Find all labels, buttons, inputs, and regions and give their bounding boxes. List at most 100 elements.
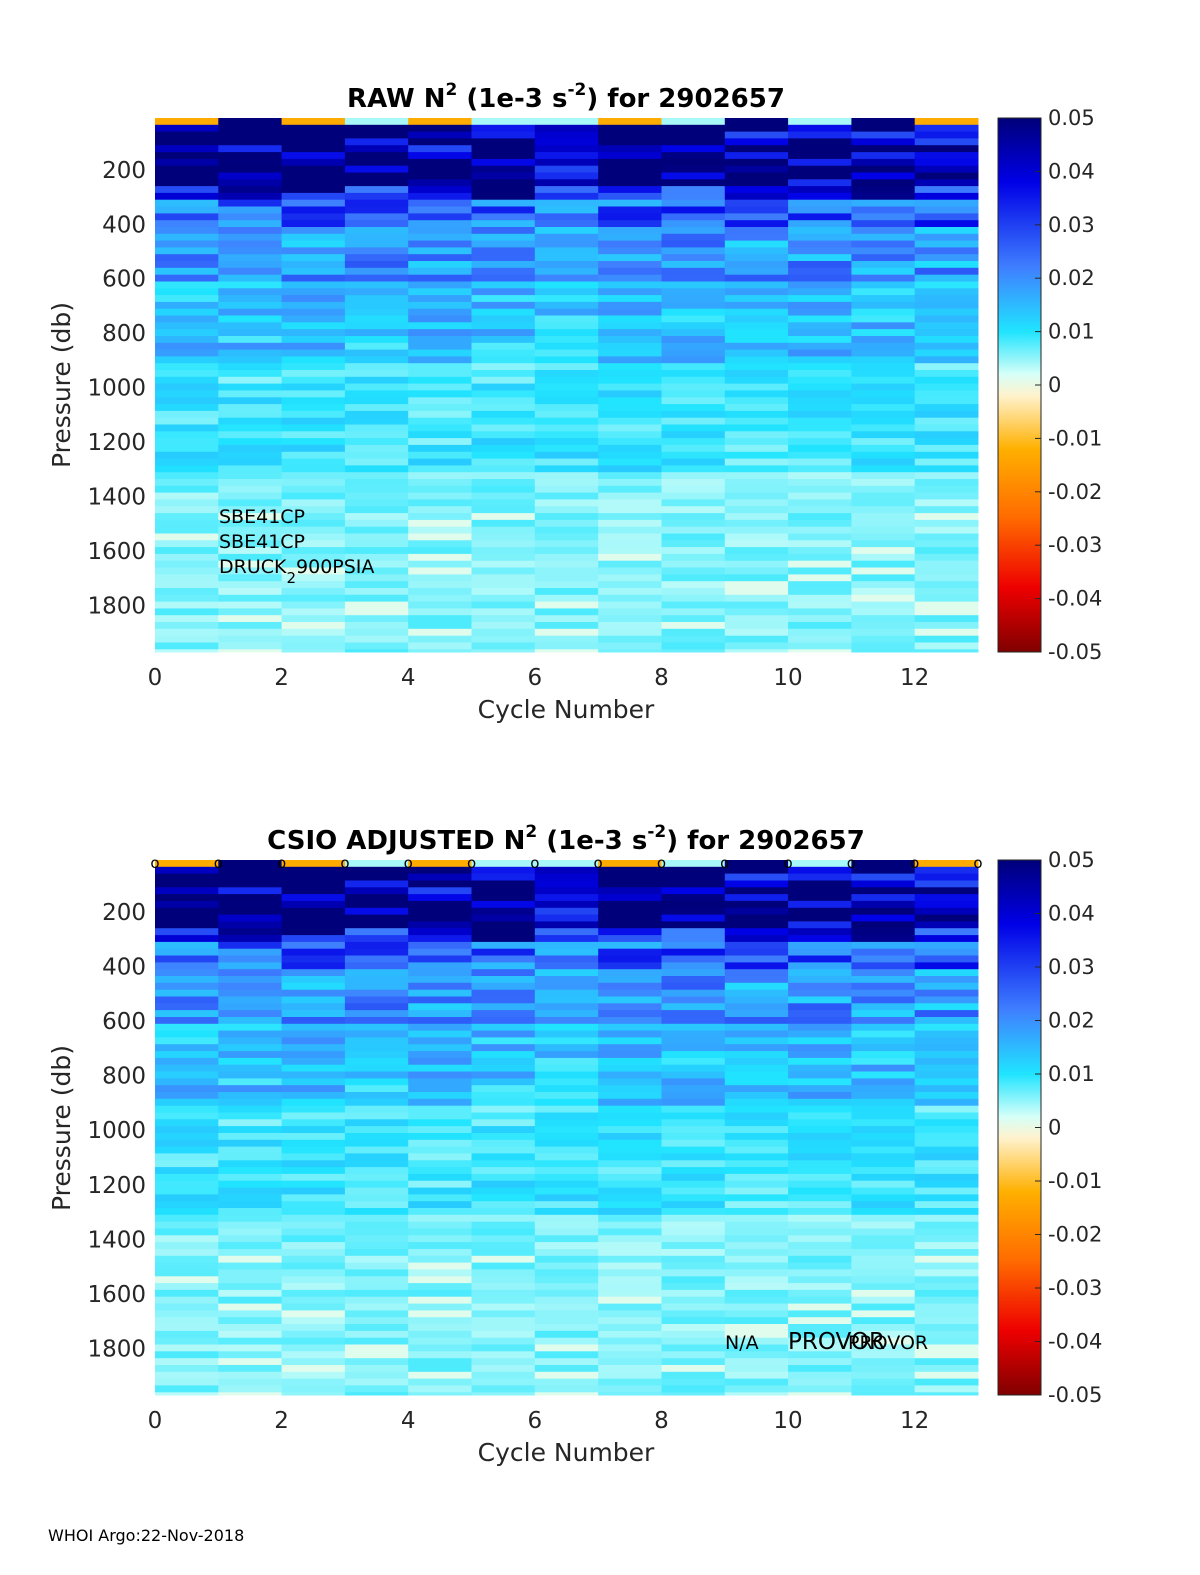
heatmap-cell (661, 124, 726, 133)
heatmap-cell (344, 642, 409, 650)
heatmap-cell (155, 1365, 219, 1373)
heatmap-cell (724, 356, 789, 364)
heatmap-cell (155, 1249, 219, 1257)
heatmap-cell (471, 1242, 536, 1250)
heatmap-cell (661, 1133, 726, 1141)
heatmap-cell (408, 131, 472, 139)
heatmap-cell (724, 941, 789, 950)
heatmap-cell (661, 267, 726, 276)
heatmap-cell (851, 928, 916, 936)
heatmap-cell (344, 254, 409, 262)
heatmap-cell (788, 1139, 852, 1148)
heatmap-cell (914, 1330, 979, 1339)
heatmap-cell (914, 526, 979, 534)
heatmap-cell (851, 1262, 916, 1270)
heatmap-cell (724, 1085, 789, 1093)
heatmap-cell (661, 608, 726, 616)
heatmap-cell (661, 1092, 726, 1100)
heatmap-cell (661, 907, 726, 916)
heatmap-cell (344, 1160, 409, 1168)
y-tick-label: 200 (102, 158, 146, 184)
heatmap-cell (534, 213, 599, 221)
heatmap-cell (914, 1365, 979, 1373)
heatmap-cell (788, 444, 852, 453)
heatmap-cell (598, 594, 662, 603)
heatmap-cell (281, 914, 346, 922)
heatmap-cell (598, 410, 662, 419)
heatmap-cell (155, 1269, 219, 1277)
qc-marker: o (783, 854, 792, 872)
heatmap-cell (218, 240, 283, 248)
heatmap-cell (281, 907, 346, 916)
heatmap-cell (155, 1119, 219, 1127)
x-tick-label: 8 (654, 665, 669, 691)
heatmap-cell (534, 513, 599, 521)
heatmap-cell (281, 465, 346, 473)
heatmap-cell (788, 1358, 852, 1366)
heatmap-cell (281, 547, 346, 555)
heatmap-cell (598, 1187, 662, 1195)
x-tick-label: 10 (773, 1408, 802, 1434)
heatmap-cell (408, 124, 472, 133)
heatmap-cell (914, 499, 979, 507)
heatmap-cell (155, 989, 219, 997)
heatmap-cell (724, 989, 789, 997)
heatmap-cell (788, 1221, 852, 1229)
qc-marker: o (404, 854, 413, 872)
heatmap-cell (851, 199, 916, 207)
heatmap-cell (344, 948, 409, 956)
heatmap-cell (788, 860, 852, 868)
heatmap-cell (471, 560, 536, 568)
heatmap-cell (914, 601, 979, 609)
heatmap-cell (851, 322, 916, 330)
heatmap-cell (851, 1160, 916, 1168)
heatmap-cell (344, 1119, 409, 1127)
heatmap-cell (598, 622, 662, 630)
heatmap-cell (408, 1023, 472, 1032)
heatmap-cell (281, 519, 346, 528)
heatmap-cell (851, 1017, 916, 1025)
heatmap-cell (851, 1358, 916, 1366)
heatmap-cell (408, 649, 472, 653)
heatmap-cell (724, 1139, 789, 1148)
heatmap-cell (851, 1139, 916, 1148)
heatmap-cell (914, 308, 979, 316)
heatmap-cell (598, 301, 662, 310)
heatmap-cell (534, 1337, 599, 1345)
heatmap-cell (534, 267, 599, 276)
heatmap-cell (281, 622, 346, 630)
heatmap-cell (914, 363, 979, 371)
heatmap-cell (851, 948, 916, 956)
heatmap-cell (534, 982, 599, 991)
heatmap-cell (914, 533, 979, 541)
heatmap-cell (218, 479, 283, 487)
heatmap-cell (914, 581, 979, 589)
heatmap-cell (471, 1146, 536, 1154)
heatmap-cell (408, 1173, 472, 1182)
heatmap-cell (408, 363, 472, 371)
heatmap-cell (408, 1324, 472, 1332)
heatmap-cell (218, 880, 283, 888)
heatmap-cell (661, 1214, 726, 1223)
heatmap-cell (724, 397, 789, 405)
heatmap-cell (914, 1378, 979, 1386)
heatmap-cell (788, 1098, 852, 1107)
colorbar-tick-label: -0.04 (1048, 1330, 1102, 1354)
heatmap-cell (408, 274, 472, 282)
heatmap-cell (471, 1092, 536, 1100)
heatmap-cell (788, 404, 852, 412)
heatmap-cell (788, 267, 852, 276)
heatmap-cell (344, 247, 409, 255)
heatmap-cell (471, 1296, 536, 1304)
heatmap-cell (534, 1351, 599, 1359)
heatmap-cell (218, 295, 283, 303)
heatmap-cell (344, 1112, 409, 1120)
heatmap-cell (281, 206, 346, 214)
heatmap-cell (788, 417, 852, 425)
heatmap-cell (914, 935, 979, 943)
heatmap-cell (724, 635, 789, 643)
heatmap-cell (914, 1351, 979, 1359)
heatmap-cell (851, 860, 916, 868)
heatmap-cell (598, 553, 662, 562)
heatmap-cell (724, 1221, 789, 1229)
